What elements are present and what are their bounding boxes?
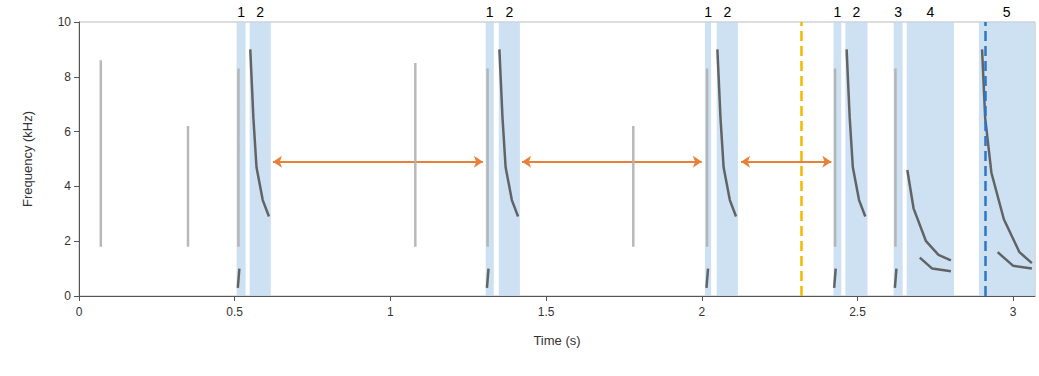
svg-text:1.5: 1.5: [538, 305, 555, 319]
svg-text:3: 3: [1010, 305, 1017, 319]
svg-text:0: 0: [64, 289, 71, 303]
svg-text:4: 4: [64, 179, 71, 193]
svg-text:1: 1: [237, 4, 245, 20]
svg-text:2.5: 2.5: [849, 305, 866, 319]
svg-text:1: 1: [486, 4, 494, 20]
svg-text:2: 2: [698, 305, 705, 319]
svg-text:4: 4: [926, 4, 934, 20]
svg-text:2: 2: [505, 4, 513, 20]
svg-text:1: 1: [387, 305, 394, 319]
svg-text:2: 2: [64, 234, 71, 248]
svg-text:Frequency (kHz): Frequency (kHz): [20, 111, 35, 207]
svg-text:Time (s): Time (s): [533, 333, 580, 348]
svg-text:10: 10: [58, 15, 72, 29]
svg-text:2: 2: [723, 4, 731, 20]
svg-text:1: 1: [834, 4, 842, 20]
svg-text:3: 3: [894, 4, 902, 20]
svg-text:2: 2: [853, 4, 861, 20]
svg-text:8: 8: [64, 70, 71, 84]
svg-text:0: 0: [76, 305, 83, 319]
svg-text:0.5: 0.5: [226, 305, 243, 319]
svg-text:2: 2: [256, 4, 264, 20]
svg-text:6: 6: [64, 125, 71, 139]
svg-text:5: 5: [1003, 4, 1011, 20]
svg-text:1: 1: [704, 4, 712, 20]
